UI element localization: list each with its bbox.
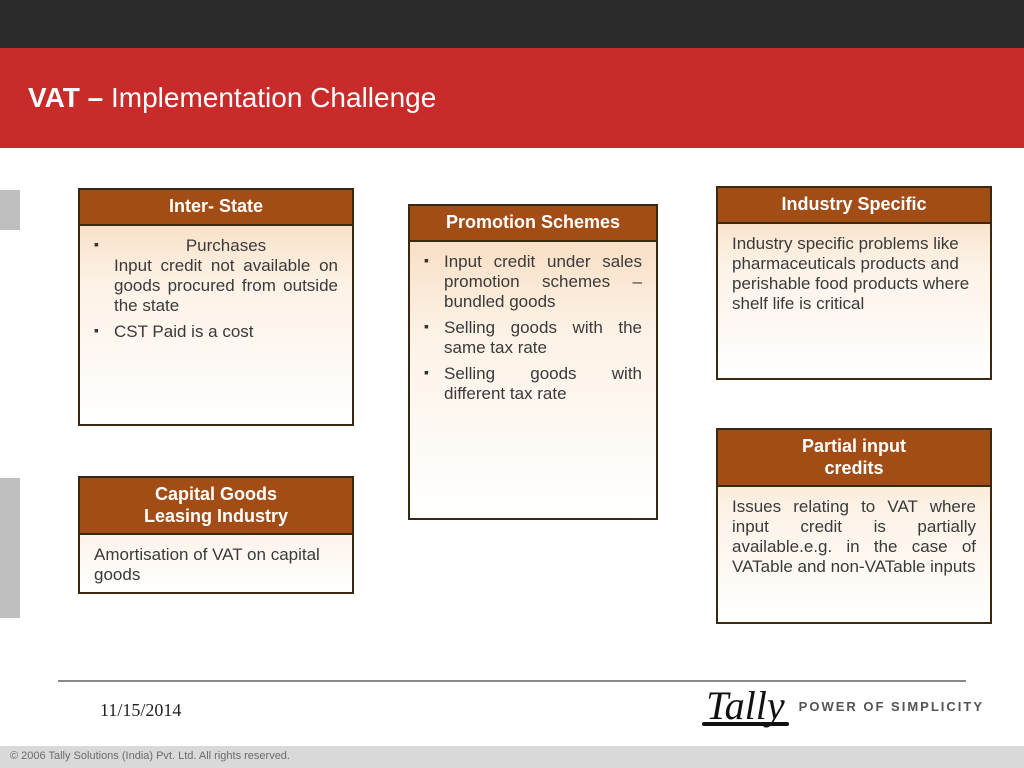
title-bar: VAT – Implementation Challenge: [0, 48, 1024, 148]
card-capital-goods: Capital Goods Leasing Industry Amortisat…: [78, 476, 354, 594]
card-inter-state: Inter- State Purchases Input credit not …: [78, 188, 354, 426]
tally-logo: Tally: [706, 690, 785, 722]
list-item: CST Paid is a cost: [94, 322, 338, 342]
copyright-bar: © 2006 Tally Solutions (India) Pvt. Ltd.…: [0, 746, 1024, 768]
header-line: Capital Goods: [88, 484, 344, 506]
card-industry-specific: Industry Specific Industry specific prob…: [716, 186, 992, 380]
list-item: Selling goods with the same tax rate: [424, 318, 642, 358]
card-body-partial: Issues relating to VAT where input credi…: [718, 487, 990, 591]
card-header-industry: Industry Specific: [718, 188, 990, 224]
list-item: Input credit under sales promotion schem…: [424, 252, 642, 312]
card-header-partial: Partial input credits: [718, 430, 990, 487]
header-line: Leasing Industry: [88, 506, 344, 528]
bullet-lead: Purchases: [114, 236, 338, 256]
copyright-text: © 2006 Tally Solutions (India) Pvt. Ltd.…: [10, 750, 290, 762]
body-text: Industry specific problems like pharmace…: [732, 234, 976, 314]
list-item: Selling goods with different tax rate: [424, 364, 642, 404]
slide-title: VAT – Implementation Challenge: [28, 82, 436, 114]
card-header-promotion: Promotion Schemes: [410, 206, 656, 242]
card-header-capital-goods: Capital Goods Leasing Industry: [80, 478, 352, 535]
card-body-industry: Industry specific problems like pharmace…: [718, 224, 990, 328]
body-text: Issues relating to VAT where input credi…: [732, 497, 976, 577]
card-header-inter-state: Inter- State: [80, 190, 352, 226]
header-line: credits: [726, 458, 982, 480]
top-strip: [0, 0, 1024, 48]
card-body-capital-goods: Amortisation of VAT on capital goods: [80, 535, 352, 599]
card-partial-input: Partial input credits Issues relating to…: [716, 428, 992, 624]
logo-area: Tally POWER OF SIMPLICITY: [706, 690, 984, 722]
body-text: Amortisation of VAT on capital goods: [94, 545, 338, 585]
list-item: Purchases Input credit not available on …: [94, 236, 338, 316]
tagline: POWER OF SIMPLICITY: [799, 699, 984, 714]
header-line: Partial input: [726, 436, 982, 458]
title-prefix: VAT –: [28, 82, 111, 113]
bullet-body: Input credit not available on goods proc…: [114, 256, 338, 315]
card-body-inter-state: Purchases Input credit not available on …: [80, 226, 352, 362]
slide-date: 11/15/2014: [100, 700, 181, 721]
bottom-rule: [58, 680, 966, 682]
slide: VAT – Implementation Challenge Inter- St…: [0, 0, 1024, 768]
card-promotion-schemes: Promotion Schemes Input credit under sal…: [408, 204, 658, 520]
title-rest: Implementation Challenge: [111, 82, 436, 113]
card-body-promotion: Input credit under sales promotion schem…: [410, 242, 656, 424]
content-area: Inter- State Purchases Input credit not …: [0, 180, 1024, 700]
